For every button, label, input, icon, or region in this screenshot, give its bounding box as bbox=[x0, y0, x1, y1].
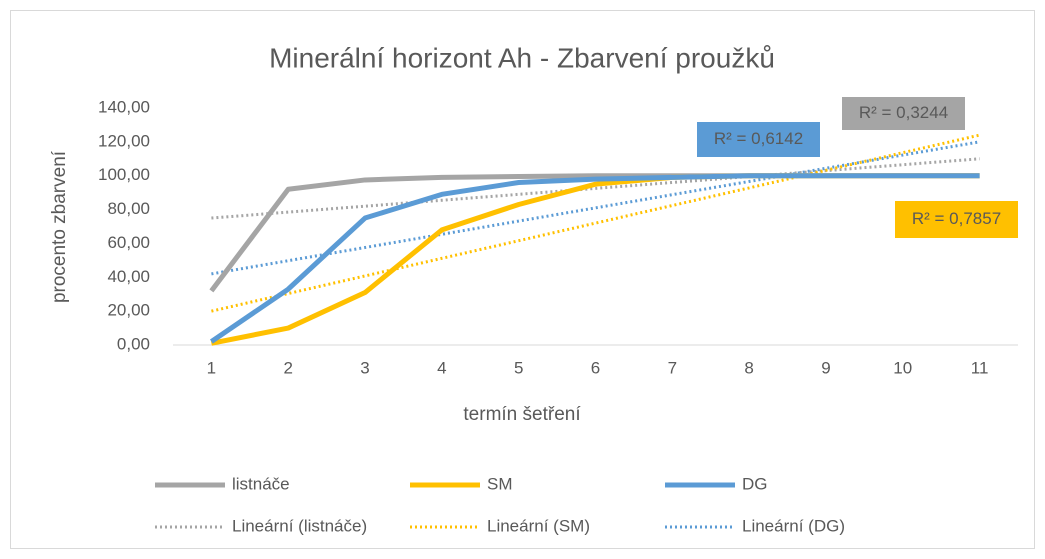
series-line bbox=[209, 173, 980, 344]
annotation-box bbox=[697, 122, 820, 157]
annotation: R² = 0,3244 bbox=[859, 103, 948, 122]
x-tick-label: 3 bbox=[360, 358, 369, 377]
chart-title: Minerální horizont Ah - Zbarvení proužků bbox=[269, 42, 775, 73]
y-tick-label: 140,00 bbox=[98, 97, 150, 116]
annotation: R² = 0,7857 bbox=[912, 209, 1001, 228]
legend-label: Lineární (listnáče) bbox=[232, 516, 367, 535]
y-tick-label: 20,00 bbox=[107, 301, 150, 320]
annotation-box bbox=[895, 201, 1018, 238]
x-tick-label: 6 bbox=[591, 358, 600, 377]
y-tick-label: 40,00 bbox=[107, 267, 150, 286]
trend-line bbox=[211, 133, 980, 313]
x-tick-label: 7 bbox=[668, 358, 677, 377]
y-tick-label: 100,00 bbox=[98, 165, 150, 184]
chart-border bbox=[10, 10, 1035, 549]
y-tick-label: 80,00 bbox=[107, 199, 150, 218]
legend-label: Lineární (DG) bbox=[742, 516, 845, 535]
annotation-box bbox=[842, 97, 965, 130]
legend-label: SM bbox=[487, 474, 513, 493]
x-tick-label: 11 bbox=[971, 358, 989, 377]
x-tick-label: 4 bbox=[437, 358, 446, 377]
y-axis-label: procento zbarvení bbox=[49, 150, 70, 303]
x-tick-label: 9 bbox=[821, 358, 830, 377]
y-tick-label: 60,00 bbox=[107, 233, 150, 252]
y-tick-label: 0,00 bbox=[117, 334, 150, 353]
x-tick-label: 2 bbox=[283, 358, 292, 377]
x-tick-label: 1 bbox=[207, 358, 216, 377]
x-tick-label: 8 bbox=[744, 358, 753, 377]
legend-label: DG bbox=[742, 474, 768, 493]
legend-label: Lineární (SM) bbox=[487, 516, 590, 535]
legend-label: listnáče bbox=[232, 474, 290, 493]
y-tick-label: 120,00 bbox=[98, 131, 150, 150]
x-tick-label: 10 bbox=[893, 358, 912, 377]
annotation: R² = 0,6142 bbox=[714, 129, 803, 148]
trend-line bbox=[211, 157, 980, 220]
x-axis-label: termín šetření bbox=[463, 404, 581, 425]
x-tick-label: 5 bbox=[514, 358, 523, 377]
